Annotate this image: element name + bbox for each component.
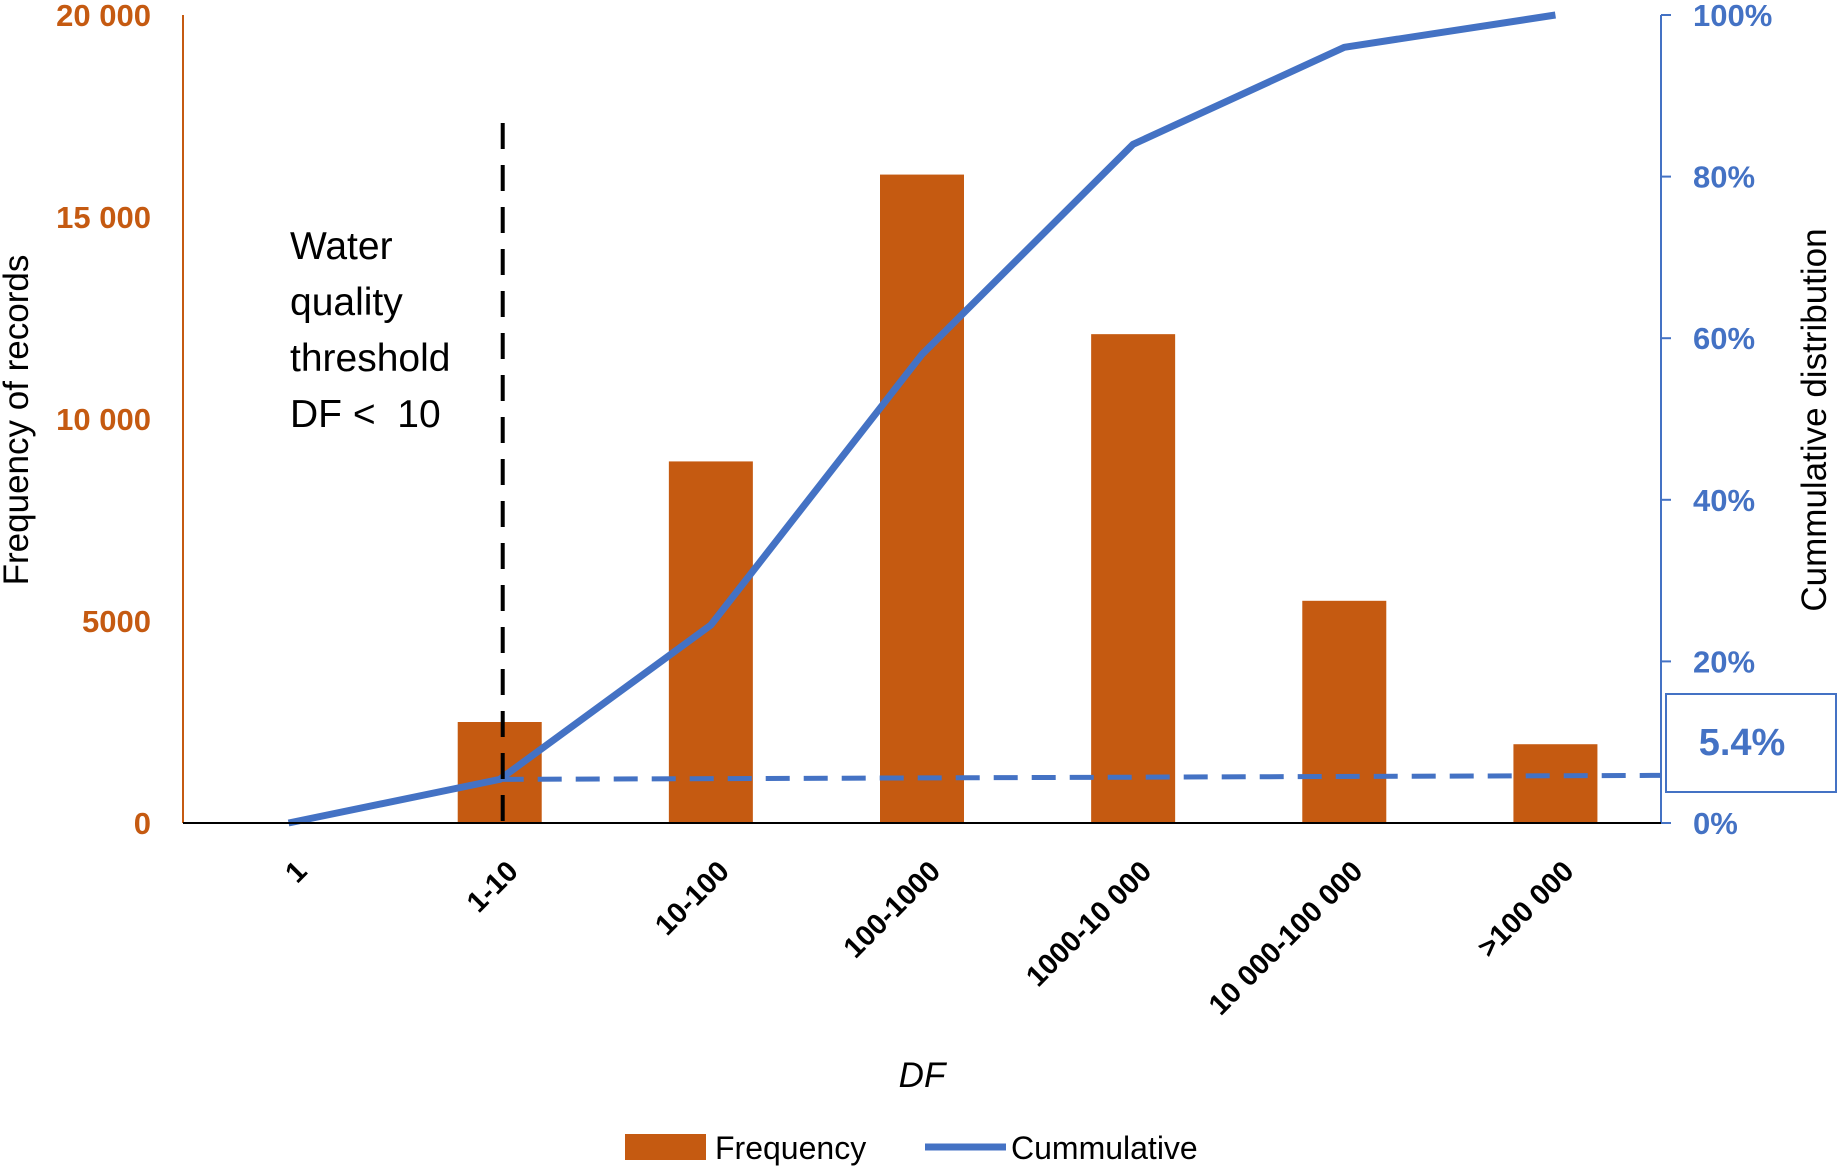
right-tick-label: 20% [1693,644,1755,679]
right-tick-label: 60% [1693,321,1755,356]
reference-dashed-line [499,772,1662,782]
legend-frequency-label: Frequency [715,1130,866,1166]
cumulative-line-group [287,11,1556,827]
right-tick-label: 80% [1693,160,1755,195]
category-tick-label: 10 000-100 000 [1203,855,1369,1021]
right-tick-label: 40% [1693,483,1755,518]
left-tick-label: 10 000 [56,402,151,437]
left-tick-label: 20 000 [56,0,151,33]
reference-line-group [499,772,1662,782]
left-axis-group: 0 5000 10 000 15 000 20 000 [56,0,184,841]
x-axis-group: 1 1-10 10-100 100-1000 1000-10 000 10 000-100… [183,822,1661,1022]
threshold-label-line-1: Water [290,225,393,268]
frequency-bar [1513,744,1598,823]
threshold-label-line-3: threshold [290,337,450,380]
threshold-label-line-2: quality [290,281,403,324]
frequency-bar [457,722,542,823]
frequency-bar [880,174,964,823]
category-tick-label: 100-1000 [838,855,947,964]
legend-cumulative-label: Cummulative [1011,1130,1198,1166]
legend-frequency-swatch [625,1134,706,1160]
reference-callout-label: 5.4% [1699,722,1786,764]
frequency-bar [1302,600,1387,823]
category-tick-label: 1 [279,855,313,889]
y-axis-title: Frequency of records [0,255,36,586]
category-tick-label: 1000-10 000 [1020,855,1158,993]
bars-group [457,174,1598,823]
category-tick-label: 1-10 [461,855,525,919]
left-tick-label: 5000 [82,604,151,639]
left-tick-label: 0 [134,806,151,841]
threshold-label-line-4: DF < 10 [290,393,441,436]
left-tick-label: 15 000 [56,200,151,235]
frequency-bar [1091,334,1176,823]
right-axis-group: 0% 20% 40% 60% 80% 100% [1660,0,1772,841]
category-tick-label: >100 000 [1472,855,1581,964]
cumulative-line [287,11,1556,827]
right-tick-label: 100% [1693,0,1772,33]
reference-callout-box [1665,693,1837,793]
category-tick-label: 10-100 [649,855,735,941]
x-axis-title: DF [899,1056,948,1095]
right-tick-label: 0% [1693,806,1738,841]
y2-axis-title: Cummulative distribution [1795,228,1834,611]
